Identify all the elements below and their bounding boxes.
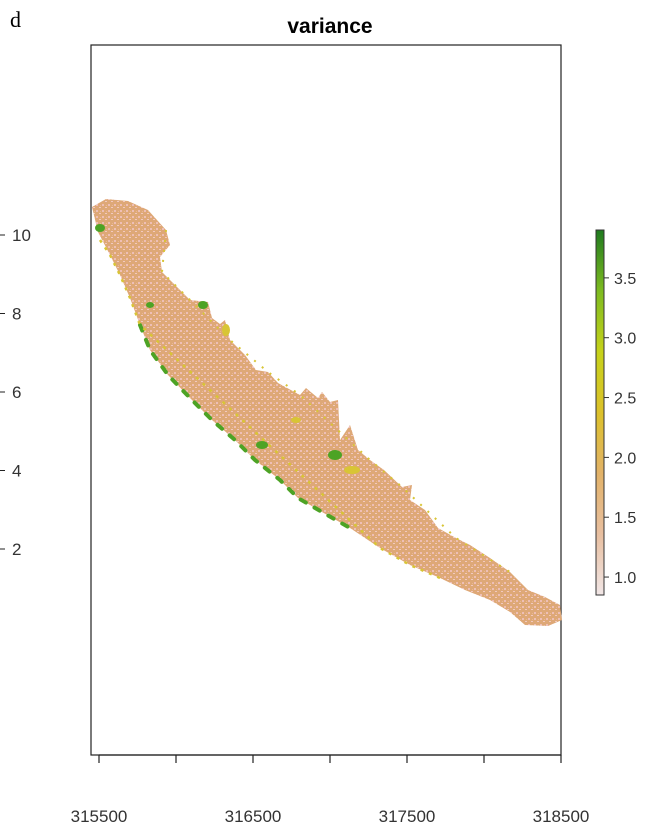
map-raster xyxy=(92,199,562,626)
raster-patch-high-4 xyxy=(256,441,268,449)
raster-patch-low-3 xyxy=(291,417,301,423)
x-tick-label: 315500 xyxy=(71,807,128,826)
y-tick-label: 2 xyxy=(12,540,21,559)
color-legend: 3.5 3.0 2.5 2.0 1.5 1.0 xyxy=(595,229,636,596)
legend-tick-label: 2.0 xyxy=(614,450,636,467)
panel-label: d xyxy=(10,7,21,32)
raster-patch-high-3 xyxy=(328,450,342,460)
legend-tick-label: 3.5 xyxy=(614,271,636,288)
legend-tick-label: 2.5 xyxy=(614,391,636,408)
raster-patch-high-1 xyxy=(95,224,105,232)
raster-edge-low-lower xyxy=(98,239,441,580)
x-tick-label: 318500 xyxy=(533,807,590,826)
y-tick-label: 8 xyxy=(12,305,21,324)
legend-colorbar xyxy=(595,229,605,596)
x-axis: 315500 316500 317500 318500 xyxy=(71,754,590,826)
legend-tick-label: 3.0 xyxy=(614,331,636,348)
raster-body xyxy=(92,199,562,626)
y-tick-label: 6 xyxy=(12,383,21,402)
legend-tick-label: 1.0 xyxy=(614,570,636,587)
raster-patch-high-2 xyxy=(198,301,208,309)
raster-edge-high-lower xyxy=(138,323,352,530)
y-tick-label: 10 xyxy=(12,226,31,245)
raster-patch-low-1 xyxy=(344,466,360,474)
raster-edge-low-upper xyxy=(160,229,511,573)
legend-tick-label: 1.5 xyxy=(614,510,636,527)
y-axis: 10 8 6 4 2 xyxy=(0,226,31,559)
raster-patch-low-2 xyxy=(222,324,230,336)
raster-patch-high-5 xyxy=(146,302,154,308)
chart-title: variance xyxy=(287,15,372,38)
x-tick-label: 316500 xyxy=(225,807,282,826)
x-tick-label: 317500 xyxy=(379,807,436,826)
y-tick-label: 4 xyxy=(12,462,21,481)
